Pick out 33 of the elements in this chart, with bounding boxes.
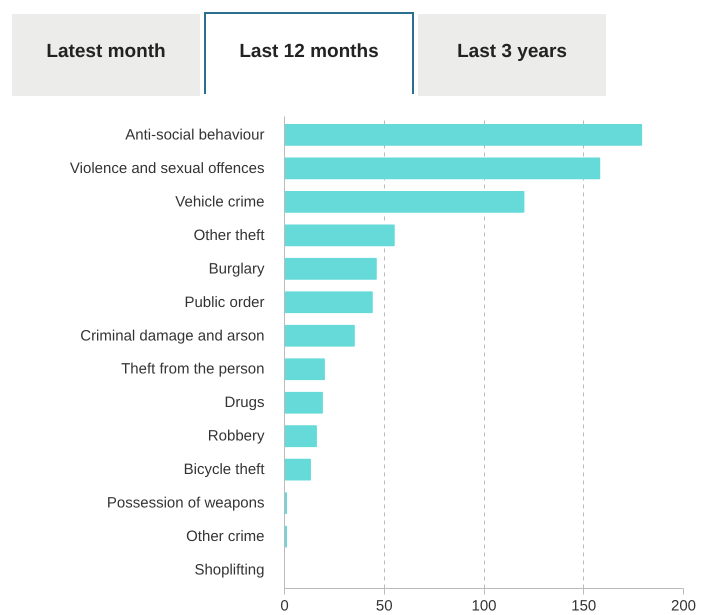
x-tick-label: 0: [280, 598, 289, 614]
y-tick-label: Violence and sexual offences: [70, 160, 265, 177]
bar: [284, 458, 311, 481]
y-tick-label: Vehicle crime: [175, 193, 264, 210]
bar: [284, 392, 323, 414]
y-tick-label: Anti-social behaviour: [125, 126, 265, 144]
bar: [284, 224, 395, 246]
text: Last 12 months: [239, 40, 379, 64]
y-tick-label: Burglary: [208, 260, 265, 278]
y-tick-label: Public order: [184, 294, 265, 311]
text: Latest month: [46, 40, 166, 64]
y-tick-label: Robbery: [208, 428, 265, 445]
bar: [284, 425, 317, 448]
x-tick-label: 100: [471, 598, 497, 614]
y-tick-label: Theft from the person: [121, 360, 265, 378]
bar: [284, 358, 325, 380]
y-tick-label: Shoplifting: [194, 562, 265, 579]
y-tick-label: Possession of weapons: [106, 494, 265, 512]
bar: [284, 190, 524, 213]
y-tick-label: Other theft: [194, 226, 266, 244]
x-tick-label: 200: [670, 598, 696, 614]
bar: [284, 124, 642, 146]
y-tick-label: Criminal damage and arson: [80, 327, 265, 344]
y-tick-label: Bicycle theft: [184, 461, 266, 478]
bar: [284, 324, 355, 347]
text: Last 3 years: [457, 40, 567, 64]
bar: [284, 158, 600, 180]
y-tick-label: Other crime: [186, 528, 265, 546]
bar: [284, 291, 373, 314]
x-tick-label: 150: [571, 598, 596, 614]
y-tick-label: Drugs: [224, 394, 265, 412]
bar: [284, 258, 377, 280]
x-tick-label: 50: [376, 598, 393, 614]
